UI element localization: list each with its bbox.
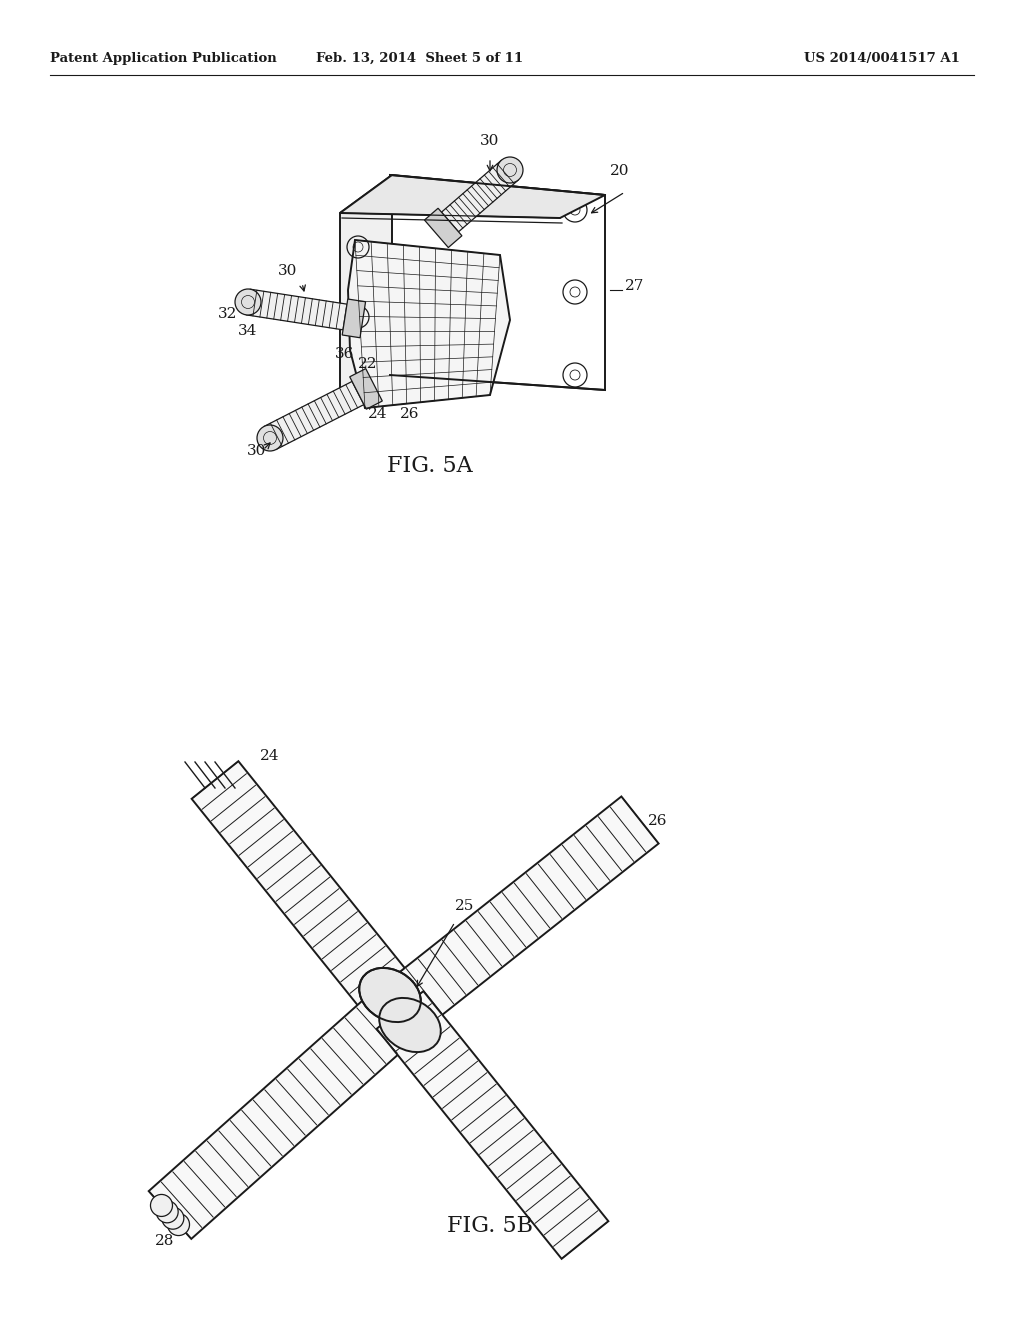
Text: FIG. 5A: FIG. 5A bbox=[387, 455, 473, 477]
Text: 26: 26 bbox=[648, 814, 668, 828]
Text: 30: 30 bbox=[279, 264, 298, 279]
Circle shape bbox=[151, 1195, 172, 1217]
Text: 24: 24 bbox=[368, 407, 387, 421]
Circle shape bbox=[234, 289, 261, 315]
Text: 30: 30 bbox=[480, 135, 500, 148]
Text: 26: 26 bbox=[400, 407, 420, 421]
Text: 20: 20 bbox=[610, 164, 630, 178]
Polygon shape bbox=[348, 240, 510, 408]
Text: 30: 30 bbox=[247, 444, 266, 458]
Polygon shape bbox=[148, 986, 421, 1239]
Polygon shape bbox=[381, 796, 658, 1034]
Text: US 2014/0041517 A1: US 2014/0041517 A1 bbox=[804, 51, 961, 65]
Polygon shape bbox=[246, 289, 347, 330]
Circle shape bbox=[157, 1201, 178, 1222]
Circle shape bbox=[497, 157, 523, 183]
Circle shape bbox=[168, 1213, 189, 1236]
Text: Feb. 13, 2014  Sheet 5 of 11: Feb. 13, 2014 Sheet 5 of 11 bbox=[316, 51, 523, 65]
Text: Patent Application Publication: Patent Application Publication bbox=[50, 51, 276, 65]
Text: 27: 27 bbox=[625, 279, 644, 293]
Text: 32: 32 bbox=[218, 308, 238, 321]
Polygon shape bbox=[342, 300, 366, 338]
Polygon shape bbox=[425, 209, 462, 248]
Circle shape bbox=[257, 425, 283, 451]
Circle shape bbox=[162, 1208, 184, 1229]
Text: 36: 36 bbox=[335, 347, 354, 360]
Ellipse shape bbox=[359, 968, 421, 1022]
Text: 34: 34 bbox=[238, 323, 257, 338]
Polygon shape bbox=[340, 176, 392, 411]
Text: 24: 24 bbox=[260, 748, 280, 763]
Text: 22: 22 bbox=[358, 356, 378, 371]
Text: 28: 28 bbox=[155, 1234, 174, 1247]
Ellipse shape bbox=[379, 998, 440, 1052]
Polygon shape bbox=[191, 762, 423, 1028]
Polygon shape bbox=[264, 381, 364, 450]
Polygon shape bbox=[441, 160, 518, 232]
Polygon shape bbox=[340, 176, 605, 218]
Polygon shape bbox=[388, 176, 605, 389]
Text: FIG. 5B: FIG. 5B bbox=[447, 1214, 534, 1237]
Polygon shape bbox=[377, 991, 608, 1259]
Text: 25: 25 bbox=[455, 899, 474, 913]
Polygon shape bbox=[350, 368, 382, 409]
